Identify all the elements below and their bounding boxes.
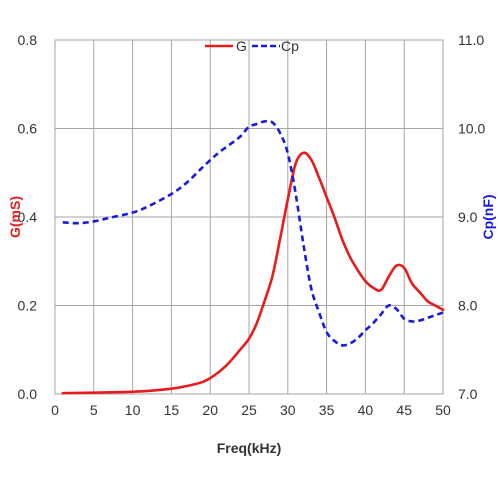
series-line-cp xyxy=(62,119,444,347)
y2-tick-label: 8.0 xyxy=(458,298,478,314)
tick-labels: 0 5 10 15 20 25 30 35 40 45 50 0.0 0.2 0.4 0.6 0.8 7.0 8.… xyxy=(18,32,486,418)
x-axis-title: Freq(kHz) xyxy=(217,440,282,456)
y-axis-title-left: G(mS) xyxy=(7,196,23,238)
y2-tick-label: 9.0 xyxy=(458,209,478,225)
y2-tick-label: 11.0 xyxy=(458,32,484,48)
x-tick-label: 40 xyxy=(358,402,374,418)
y-tick-label: 0.2 xyxy=(18,298,38,314)
x-tick-label: 25 xyxy=(241,402,257,418)
x-tick-label: 0 xyxy=(51,402,59,418)
x-tick-label: 35 xyxy=(319,402,335,418)
y2-tick-label: 10.0 xyxy=(458,121,485,137)
plot-frame xyxy=(54,39,444,395)
legend-g-label: G xyxy=(236,38,247,54)
x-tick-label: 30 xyxy=(280,402,296,418)
y2-tick-label: 7.0 xyxy=(458,386,478,402)
legend-cp-label: Cp xyxy=(281,38,299,54)
x-tick-label: 15 xyxy=(164,402,180,418)
series-layer xyxy=(61,119,445,395)
legend: G Cp xyxy=(205,38,299,54)
x-tick-label: 20 xyxy=(202,402,218,418)
y-tick-label: 0.0 xyxy=(18,386,38,402)
x-tick-label: 45 xyxy=(396,402,412,418)
x-tick-label: 50 xyxy=(435,402,451,418)
y-tick-label: 0.4 xyxy=(18,209,38,225)
y-tick-label: 0.6 xyxy=(18,121,38,137)
y-axis-title-right: Cp(nF) xyxy=(480,194,496,239)
grid xyxy=(54,39,444,395)
y-tick-label: 0.8 xyxy=(18,32,38,48)
x-tick-label: 5 xyxy=(90,402,98,418)
x-tick-label: 10 xyxy=(125,402,141,418)
series-line-g xyxy=(61,151,445,395)
